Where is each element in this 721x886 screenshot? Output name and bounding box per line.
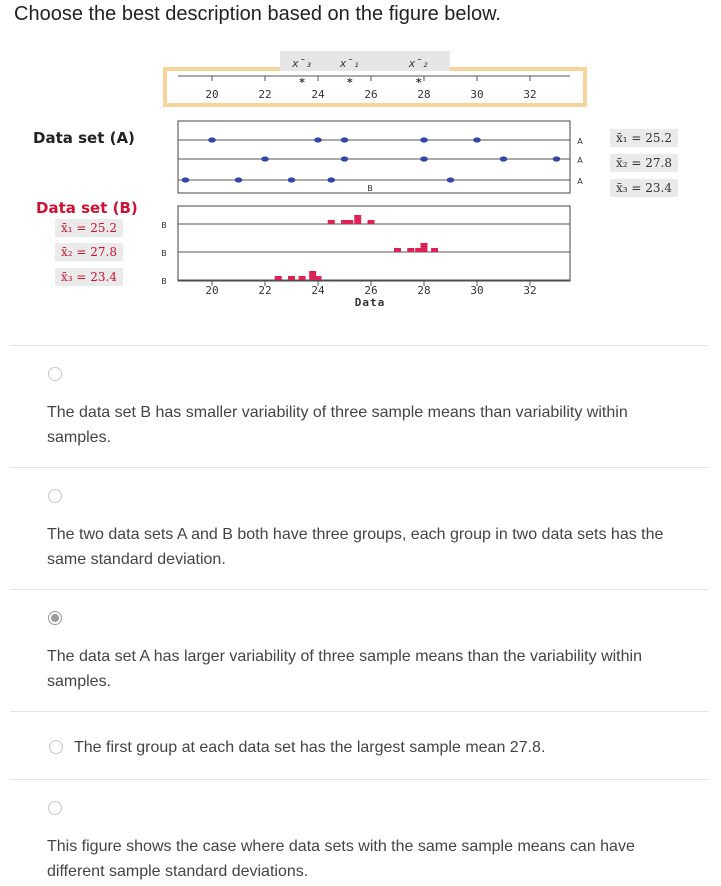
data-b-point	[367, 220, 375, 224]
option-4-radio[interactable]	[49, 740, 63, 754]
panel-a-row-label: A	[577, 137, 583, 146]
panel-a-b-marker: B	[367, 184, 373, 193]
data-a-point	[473, 137, 481, 143]
mean-marker: *	[415, 76, 422, 89]
top-tick-label: 26	[364, 88, 377, 101]
bottom-tick-label: 32	[523, 284, 536, 297]
data-b-point	[288, 276, 295, 280]
option-2-radio[interactable]	[48, 489, 62, 503]
data-a-point	[552, 156, 561, 162]
mean-label-band	[280, 51, 450, 71]
option-3-text[interactable]: The data set A has larger variability of…	[47, 648, 642, 690]
divider	[10, 711, 708, 712]
divider	[10, 345, 708, 346]
divider	[10, 467, 708, 468]
bottom-tick-label: 28	[417, 284, 430, 297]
data-a-point	[261, 156, 269, 162]
data-b-point	[314, 276, 322, 280]
bottom-tick-label: 22	[258, 284, 271, 297]
data-b-point	[394, 248, 401, 252]
panel-a-row-label: A	[577, 177, 583, 186]
question-title: Choose the best description based on the…	[14, 3, 501, 25]
option-2-text[interactable]: The two data sets A and B both have thre…	[47, 526, 664, 568]
data-a-point	[208, 137, 216, 143]
data-a-point	[181, 177, 190, 183]
mean-label: x̄₁	[339, 57, 360, 70]
divider	[10, 779, 708, 780]
divider	[10, 589, 708, 590]
option-1-text[interactable]: The data set B has smaller variability o…	[47, 404, 628, 446]
mean-b-2: x̄₂ = 27.8	[55, 243, 123, 261]
panel-b-frame	[177, 205, 571, 282]
mean-b-3: x̄₃ = 23.4	[55, 268, 123, 286]
dot-plot-svg: 20 22 24 26 28 30 32 x̄₃ * x̄₁ * x̄₂ * A A A B B B B 20 22 24 2…	[161, 51, 587, 309]
data-b-point	[327, 220, 335, 224]
data-b-point	[415, 248, 423, 252]
data-b-point	[346, 220, 354, 224]
mean-marker: *	[346, 76, 353, 89]
top-tick-label: 20	[205, 88, 218, 101]
data-b-point	[407, 248, 415, 252]
data-a-point	[420, 156, 428, 162]
mean-a-2: x̄₂ = 27.8	[610, 154, 678, 172]
mean-label: x̄₃	[291, 57, 312, 70]
data-b-point	[431, 248, 439, 252]
data-a-point	[327, 177, 336, 183]
data-a-point	[314, 137, 322, 143]
mean-a-1: x̄₁ = 25.2	[610, 129, 678, 147]
option-5-radio[interactable]	[48, 801, 62, 815]
bottom-tick-label: 20	[205, 284, 218, 297]
data-b-point	[354, 215, 362, 224]
data-a-point	[420, 137, 428, 143]
bottom-tick-label: 30	[470, 284, 483, 297]
panel-b-row-label: B	[161, 221, 167, 230]
data-b-point	[309, 271, 317, 280]
data-a-point	[340, 156, 349, 162]
axis-label: Data	[355, 296, 386, 309]
data-a-point	[499, 156, 508, 162]
mean-label: x̄₂	[408, 57, 429, 70]
bottom-tick-label: 26	[364, 284, 377, 297]
mean-a-3: x̄₃ = 23.4	[610, 179, 678, 197]
data-a-point	[234, 177, 243, 183]
data-set-a-label: Data set (A)	[33, 129, 135, 147]
option-5-text[interactable]: This figure shows the case where data se…	[47, 838, 635, 880]
panel-b-row-label: B	[161, 277, 167, 286]
mean-marker: *	[299, 76, 306, 89]
option-4-text[interactable]: The first group at each data set has the…	[74, 739, 546, 756]
panel-b-row-label: B	[161, 249, 167, 258]
data-b-point	[274, 276, 282, 280]
data-b-point	[420, 243, 428, 252]
top-tick-label: 24	[311, 88, 325, 101]
option-1-radio[interactable]	[48, 367, 62, 381]
data-set-b-label: Data set (B)	[36, 199, 138, 217]
top-tick-label: 28	[417, 88, 430, 101]
top-tick-label: 32	[523, 88, 536, 101]
data-a-point	[287, 177, 296, 183]
data-b-point	[298, 276, 306, 280]
data-a-point	[446, 177, 455, 183]
panel-a-row-label: A	[577, 156, 583, 165]
data-b-point	[341, 220, 348, 224]
mean-b-1: x̄₁ = 25.2	[55, 219, 123, 237]
dot-plot-figure: 20 22 24 26 28 30 32 x̄₃ * x̄₁ * x̄₂ * A A A B B B B 20 22 24 2…	[0, 0, 721, 330]
top-tick-label: 22	[258, 88, 271, 101]
option-3-radio[interactable]	[48, 611, 62, 625]
data-a-point	[340, 137, 349, 143]
top-tick-label: 30	[470, 88, 483, 101]
bottom-tick-label: 24	[311, 284, 325, 297]
